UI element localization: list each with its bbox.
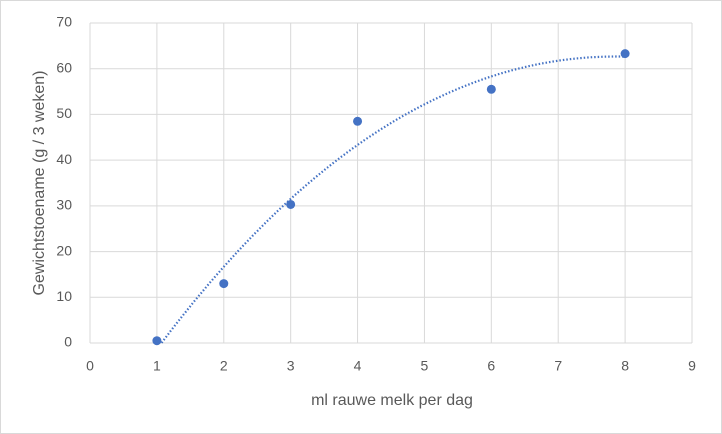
y-tick-label: 10 (56, 288, 72, 304)
x-tick-label: 2 (220, 358, 228, 374)
x-tick-label: 5 (421, 358, 429, 374)
x-tick-label: 9 (688, 358, 696, 374)
x-tick-label: 4 (354, 358, 362, 374)
point (353, 116, 363, 126)
y-tick-label: 20 (56, 242, 72, 258)
y-tick-label: 50 (56, 105, 72, 121)
x-tick-label: 1 (153, 358, 161, 374)
y-tick-label: 60 (56, 59, 72, 75)
point (152, 336, 162, 346)
y-axis-label: Gewichtstoename (g / 3 weken) (31, 71, 48, 296)
point (219, 279, 229, 289)
x-axis-label: ml rauwe melk per dag (311, 392, 473, 409)
y-tick-label: 40 (56, 151, 72, 167)
point (286, 199, 296, 209)
point (620, 49, 630, 59)
y-tick-label: 70 (56, 14, 72, 30)
x-tick-label: 0 (86, 358, 94, 374)
x-tick-label: 8 (621, 358, 629, 374)
trendline (160, 55, 626, 344)
x-tick-label: 6 (487, 358, 495, 374)
x-tick-label: 3 (287, 358, 295, 374)
point (486, 84, 496, 94)
y-tick-label: 0 (64, 334, 72, 350)
y-tick-label: 30 (56, 197, 72, 213)
x-tick-label: 7 (554, 358, 562, 374)
